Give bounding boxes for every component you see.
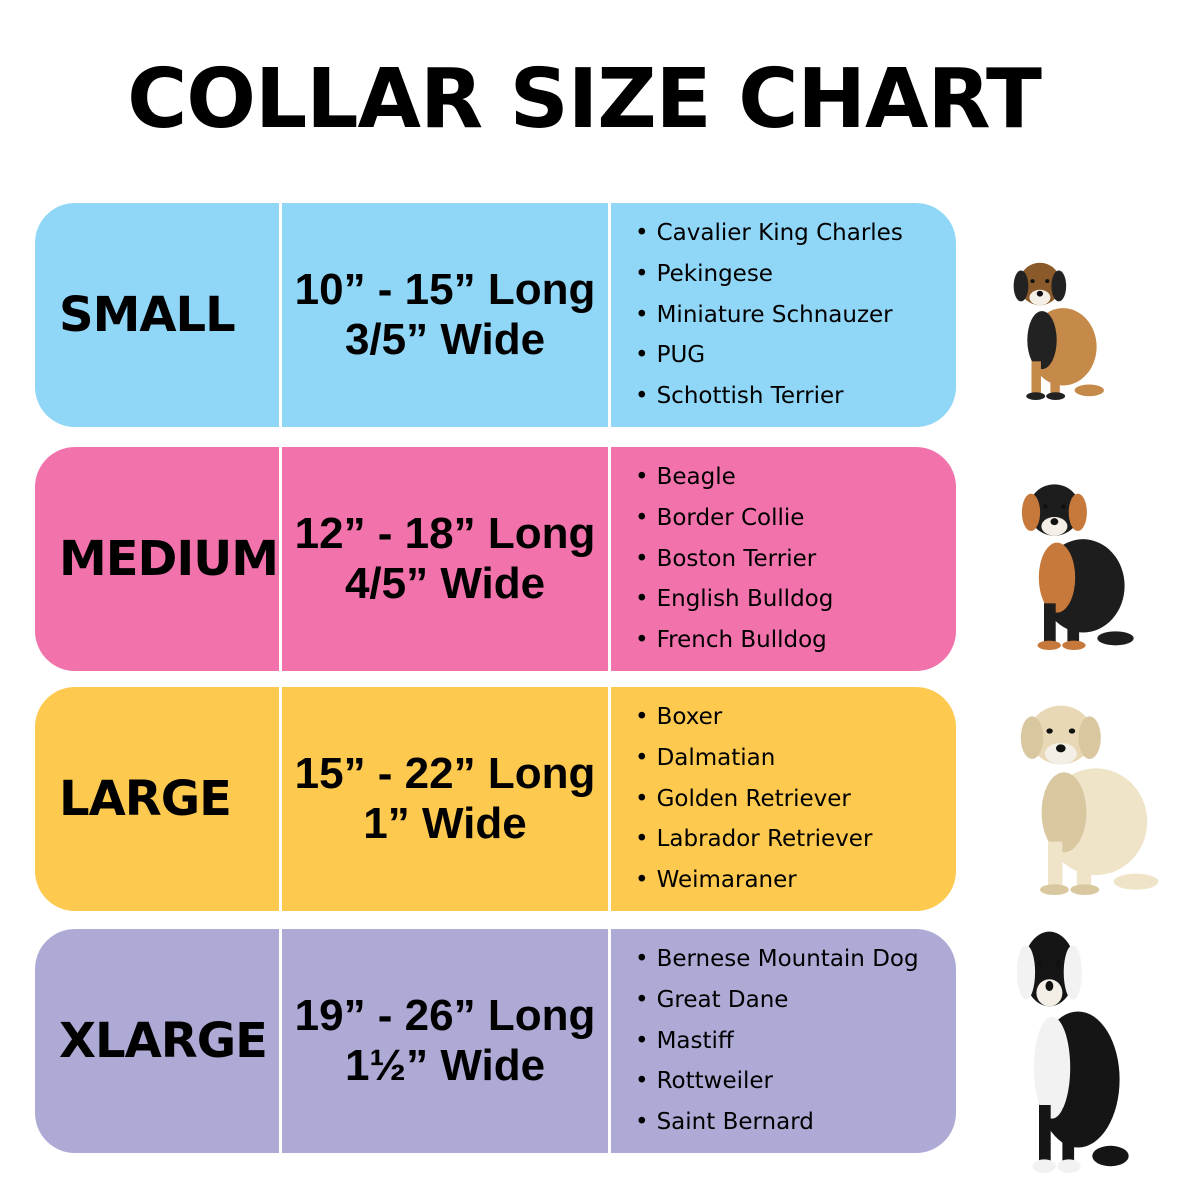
breed-list: Bernese Mountain DogGreat DaneMastiffRot… <box>611 929 956 1153</box>
breed-item: Pekingese <box>635 254 903 295</box>
size-row-small: SMALL 10” - 15” Long 3/5” Wide Cavalier … <box>35 203 956 427</box>
breed-item: Weimaraner <box>635 860 872 901</box>
page-title: COLLAR SIZE CHART <box>127 52 1042 147</box>
breed-item: Beagle <box>635 457 833 498</box>
length-text: 19” - 26” Long <box>294 991 596 1040</box>
size-row-large: LARGE 15” - 22” Long 1” Wide BoxerDalmat… <box>35 687 956 911</box>
size-label: SMALL <box>35 203 279 427</box>
breed-item: Border Collie <box>635 498 833 539</box>
size-row-medium: MEDIUM 12” - 18” Long 4/5” Wide BeagleBo… <box>35 447 956 671</box>
breed-item: Miniature Schnauzer <box>635 295 903 336</box>
breed-item: PUG <box>635 335 903 376</box>
size-dimensions: 19” - 26” Long 1½” Wide <box>282 929 608 1153</box>
breed-item: Boxer <box>635 697 872 738</box>
width-text: 1” Wide <box>363 799 527 848</box>
length-text: 10” - 15” Long <box>294 265 596 314</box>
beagle-dog-icon <box>1000 255 1105 405</box>
breed-item: Bernese Mountain Dog <box>635 939 919 980</box>
size-dimensions: 10” - 15” Long 3/5” Wide <box>282 203 608 427</box>
breed-item: Dalmatian <box>635 738 872 779</box>
breed-list: Cavalier King CharlesPekingeseMiniature … <box>611 203 956 427</box>
breed-item: Saint Bernard <box>635 1102 919 1143</box>
breed-list: BoxerDalmatianGolden RetrieverLabrador R… <box>611 687 956 911</box>
size-dimensions: 12” - 18” Long 4/5” Wide <box>282 447 608 671</box>
breed-item: Labrador Retriever <box>635 819 873 860</box>
great-dane-dog-icon <box>1000 918 1130 1178</box>
breed-item: Great Dane <box>635 980 919 1021</box>
breed-item: Cavalier King Charles <box>635 213 903 254</box>
length-text: 12” - 18” Long <box>294 509 596 558</box>
australian-shepherd-dog-icon <box>1005 475 1135 655</box>
breed-item: French Bulldog <box>635 620 833 661</box>
width-text: 4/5” Wide <box>344 559 546 608</box>
labrador-dog-icon <box>1000 695 1160 900</box>
width-text: 1½” Wide <box>344 1041 546 1090</box>
size-label: MEDIUM <box>35 447 279 671</box>
size-row-xlarge: XLARGE 19” - 26” Long 1½” Wide Bernese M… <box>35 929 956 1153</box>
size-label: LARGE <box>35 687 279 911</box>
breed-list: BeagleBorder CollieBoston TerrierEnglish… <box>611 447 956 671</box>
breed-item: Mastiff <box>635 1021 919 1062</box>
breed-item: Boston Terrier <box>635 539 833 580</box>
width-text: 3/5” Wide <box>344 315 546 364</box>
size-label: XLARGE <box>35 929 279 1153</box>
length-text: 15” - 22” Long <box>294 749 596 798</box>
breed-item: Golden Retriever <box>635 779 872 820</box>
breed-item: English Bulldog <box>635 579 834 620</box>
breed-item: Schottish Terrier <box>635 376 903 417</box>
breed-item: Rottweiler <box>635 1061 919 1102</box>
size-dimensions: 15” - 22” Long 1” Wide <box>282 687 608 911</box>
